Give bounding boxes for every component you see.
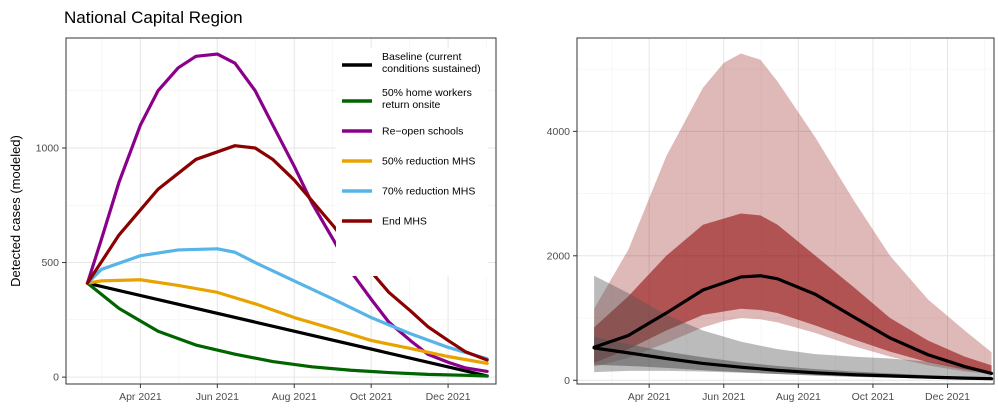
- x-tick-label: Apr 2021: [119, 391, 162, 403]
- uncertainty-band-2: [594, 275, 992, 380]
- panel-frame: [65, 37, 497, 385]
- plot-area: [592, 53, 994, 381]
- y-tick-label: 2000: [547, 250, 571, 262]
- series-line-5: [85, 144, 489, 362]
- series-line-0: [592, 274, 994, 376]
- legend-label-line: Baseline (current: [382, 51, 461, 63]
- figure-title: National Capital Region: [64, 8, 243, 27]
- series-line-2: [85, 52, 489, 373]
- y-tick-label: 1000: [36, 142, 60, 154]
- series-line-1: [85, 281, 489, 378]
- x-tick-label: Jun 2021: [702, 391, 745, 403]
- legend-label-0: Baseline (current conditions sustained): [382, 51, 481, 75]
- y-axis-label: Detected cases (modeled): [8, 135, 23, 287]
- legend-label-4: 70% reduction MHS: [382, 186, 475, 198]
- x-tick-label: Dec 2021: [426, 391, 471, 403]
- series-line-4: [85, 247, 489, 361]
- legend-label-1: 50% home workers return onsite: [382, 87, 472, 111]
- legend-label-line: 50% home workers: [382, 87, 472, 99]
- x-tick-label: Apr 2021: [628, 391, 671, 403]
- y-tick-label: 4000: [547, 126, 571, 138]
- legend-label-line: return onsite: [382, 99, 441, 111]
- series-line-3: [85, 278, 489, 365]
- legend: Baseline (current conditions sustained) 50…: [336, 48, 488, 276]
- x-tick-label: Aug 2021: [776, 391, 821, 403]
- x-tick-label: Aug 2021: [272, 391, 317, 403]
- x-tick-label: Jun 2021: [196, 391, 239, 403]
- legend-label-3: 50% reduction MHS: [382, 156, 475, 168]
- panel-frame: [576, 37, 995, 385]
- x-tick-label: Dec 2021: [925, 391, 970, 403]
- uncertainty-band-1: [594, 213, 992, 374]
- y-tick-label: 0: [564, 375, 570, 387]
- legend-label-2: Re−open schools: [382, 126, 463, 138]
- panel-right: Apr 2021 Jun 2021 Aug 2021 Oct 2021 Dec 2021…: [547, 37, 995, 403]
- x-tick-label: Oct 2021: [350, 391, 393, 403]
- legend-label-line: conditions sustained): [382, 63, 481, 75]
- y-tick-label: 500: [41, 257, 59, 269]
- legend-label-5: End MHS: [382, 216, 427, 228]
- series-line-0: [85, 281, 489, 378]
- plot-area: [85, 52, 489, 378]
- y-tick-label: 0: [53, 372, 59, 384]
- series-line-1: [592, 346, 994, 381]
- x-tick-label: Oct 2021: [852, 391, 895, 403]
- panel-left: Apr 2021 Jun 2021 Aug 2021 Oct 2021 Dec 2021…: [8, 37, 497, 403]
- uncertainty-band-3: [594, 336, 992, 380]
